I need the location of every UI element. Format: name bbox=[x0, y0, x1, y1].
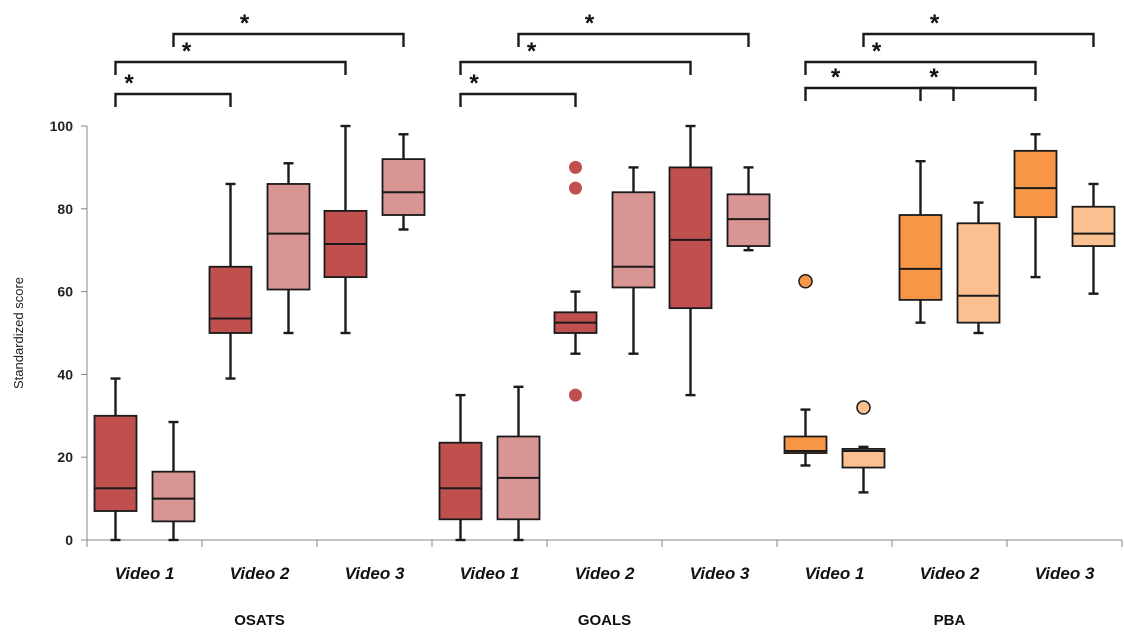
box-pba-video1-light bbox=[841, 400, 886, 494]
significance-star: * bbox=[182, 38, 192, 65]
bracket-line bbox=[459, 60, 692, 75]
x-category-label: Video 3 bbox=[690, 564, 750, 583]
box-pba-video3-light bbox=[1071, 182, 1116, 295]
x-category-label: Video 2 bbox=[920, 564, 980, 583]
box-iqr bbox=[841, 448, 886, 469]
significance-star: * bbox=[585, 10, 595, 37]
x-category-label: Video 1 bbox=[115, 564, 175, 583]
x-category-label: Video 3 bbox=[1035, 564, 1095, 583]
significance-bracket: * bbox=[517, 10, 750, 47]
box-goals-video2-light bbox=[611, 166, 656, 355]
box-osats-video2-dark bbox=[208, 182, 253, 380]
box-osats-video3-light bbox=[381, 133, 426, 231]
box-iqr bbox=[783, 435, 828, 454]
x-category-label: Video 1 bbox=[460, 564, 520, 583]
box-pba-video2-dark bbox=[898, 159, 943, 324]
box-iqr bbox=[1013, 149, 1058, 218]
box-iqr bbox=[726, 193, 771, 247]
bracket-line bbox=[459, 92, 577, 107]
x-group-label: GOALS bbox=[578, 612, 631, 629]
outlier-point bbox=[569, 160, 582, 174]
box-osats-video1-dark bbox=[93, 377, 138, 542]
box-goals-video3-dark bbox=[668, 124, 713, 397]
box-iqr bbox=[93, 414, 138, 512]
x-category-label: Video 2 bbox=[575, 564, 635, 583]
axes bbox=[81, 125, 1123, 547]
significance-bracket: * bbox=[804, 38, 1037, 75]
box-goals-video2-dark bbox=[553, 160, 598, 402]
box-iqr bbox=[956, 222, 1001, 324]
significance-star: * bbox=[929, 64, 939, 91]
box-osats-video2-light bbox=[266, 162, 311, 335]
x-group-label: OSATS bbox=[234, 612, 285, 629]
bracket-line bbox=[804, 86, 955, 101]
bracket-line bbox=[804, 60, 1037, 75]
outlier-point bbox=[569, 388, 582, 402]
y-tick-label: 60 bbox=[57, 284, 73, 300]
significance-star: * bbox=[124, 70, 134, 97]
significance-bracket: * bbox=[114, 38, 347, 75]
y-tick-label: 80 bbox=[57, 201, 73, 217]
box-iqr bbox=[438, 441, 483, 521]
significance-star: * bbox=[930, 10, 940, 37]
significance-brackets: * * * * * * * * * * bbox=[114, 10, 1095, 107]
outlier-point bbox=[856, 400, 871, 415]
box-pba-video1-dark bbox=[783, 274, 828, 467]
significance-bracket: * bbox=[172, 10, 405, 47]
bracket-line bbox=[172, 32, 405, 47]
box-goals-video1-light bbox=[496, 385, 541, 542]
axis-labels: Standardized score 0 20 40 60 80 100 Video 1 Vi… bbox=[11, 118, 1095, 629]
box-iqr bbox=[266, 183, 311, 291]
x-group-label: PBA bbox=[934, 612, 966, 629]
box-goals-video1-dark bbox=[438, 393, 483, 542]
y-tick-label: 0 bbox=[65, 532, 73, 548]
y-tick-label: 40 bbox=[57, 366, 73, 382]
significance-star: * bbox=[527, 38, 537, 65]
significance-bracket: * bbox=[804, 64, 955, 101]
significance-bracket: * bbox=[114, 70, 232, 107]
significance-bracket: * bbox=[862, 10, 1095, 47]
box-goals-video3-light bbox=[726, 166, 771, 252]
outlier-point bbox=[569, 181, 582, 195]
significance-bracket: * bbox=[459, 38, 692, 75]
box-iqr bbox=[381, 158, 426, 216]
x-category-label: Video 1 bbox=[805, 564, 865, 583]
box-osats-video3-dark bbox=[323, 124, 368, 335]
box-pba-video2-light bbox=[956, 201, 1001, 335]
y-tick-label: 20 bbox=[57, 449, 73, 465]
box-iqr bbox=[668, 166, 713, 310]
significance-star: * bbox=[469, 70, 479, 97]
box-iqr bbox=[1071, 205, 1116, 247]
bracket-line bbox=[114, 92, 232, 107]
bracket-line bbox=[862, 32, 1095, 47]
significance-star: * bbox=[240, 10, 250, 37]
bracket-line bbox=[517, 32, 750, 47]
x-category-label: Video 3 bbox=[345, 564, 405, 583]
boxes bbox=[93, 124, 1116, 542]
box-pba-video3-dark bbox=[1013, 133, 1058, 279]
significance-star: * bbox=[872, 38, 882, 65]
y-axis-label: Standardized score bbox=[11, 277, 26, 389]
outlier-point bbox=[798, 274, 813, 289]
bracket-line bbox=[114, 60, 347, 75]
significance-star: * bbox=[831, 64, 841, 91]
box-iqr bbox=[151, 470, 196, 523]
significance-bracket: * bbox=[459, 70, 577, 107]
box-iqr bbox=[208, 265, 253, 334]
x-category-label: Video 2 bbox=[230, 564, 290, 583]
bracket-line bbox=[919, 86, 1037, 101]
box-iqr bbox=[898, 214, 943, 301]
box-osats-video1-light bbox=[151, 420, 196, 542]
box-iqr bbox=[611, 191, 656, 289]
y-tick-label: 100 bbox=[50, 118, 74, 134]
significance-bracket: * bbox=[919, 64, 1037, 101]
